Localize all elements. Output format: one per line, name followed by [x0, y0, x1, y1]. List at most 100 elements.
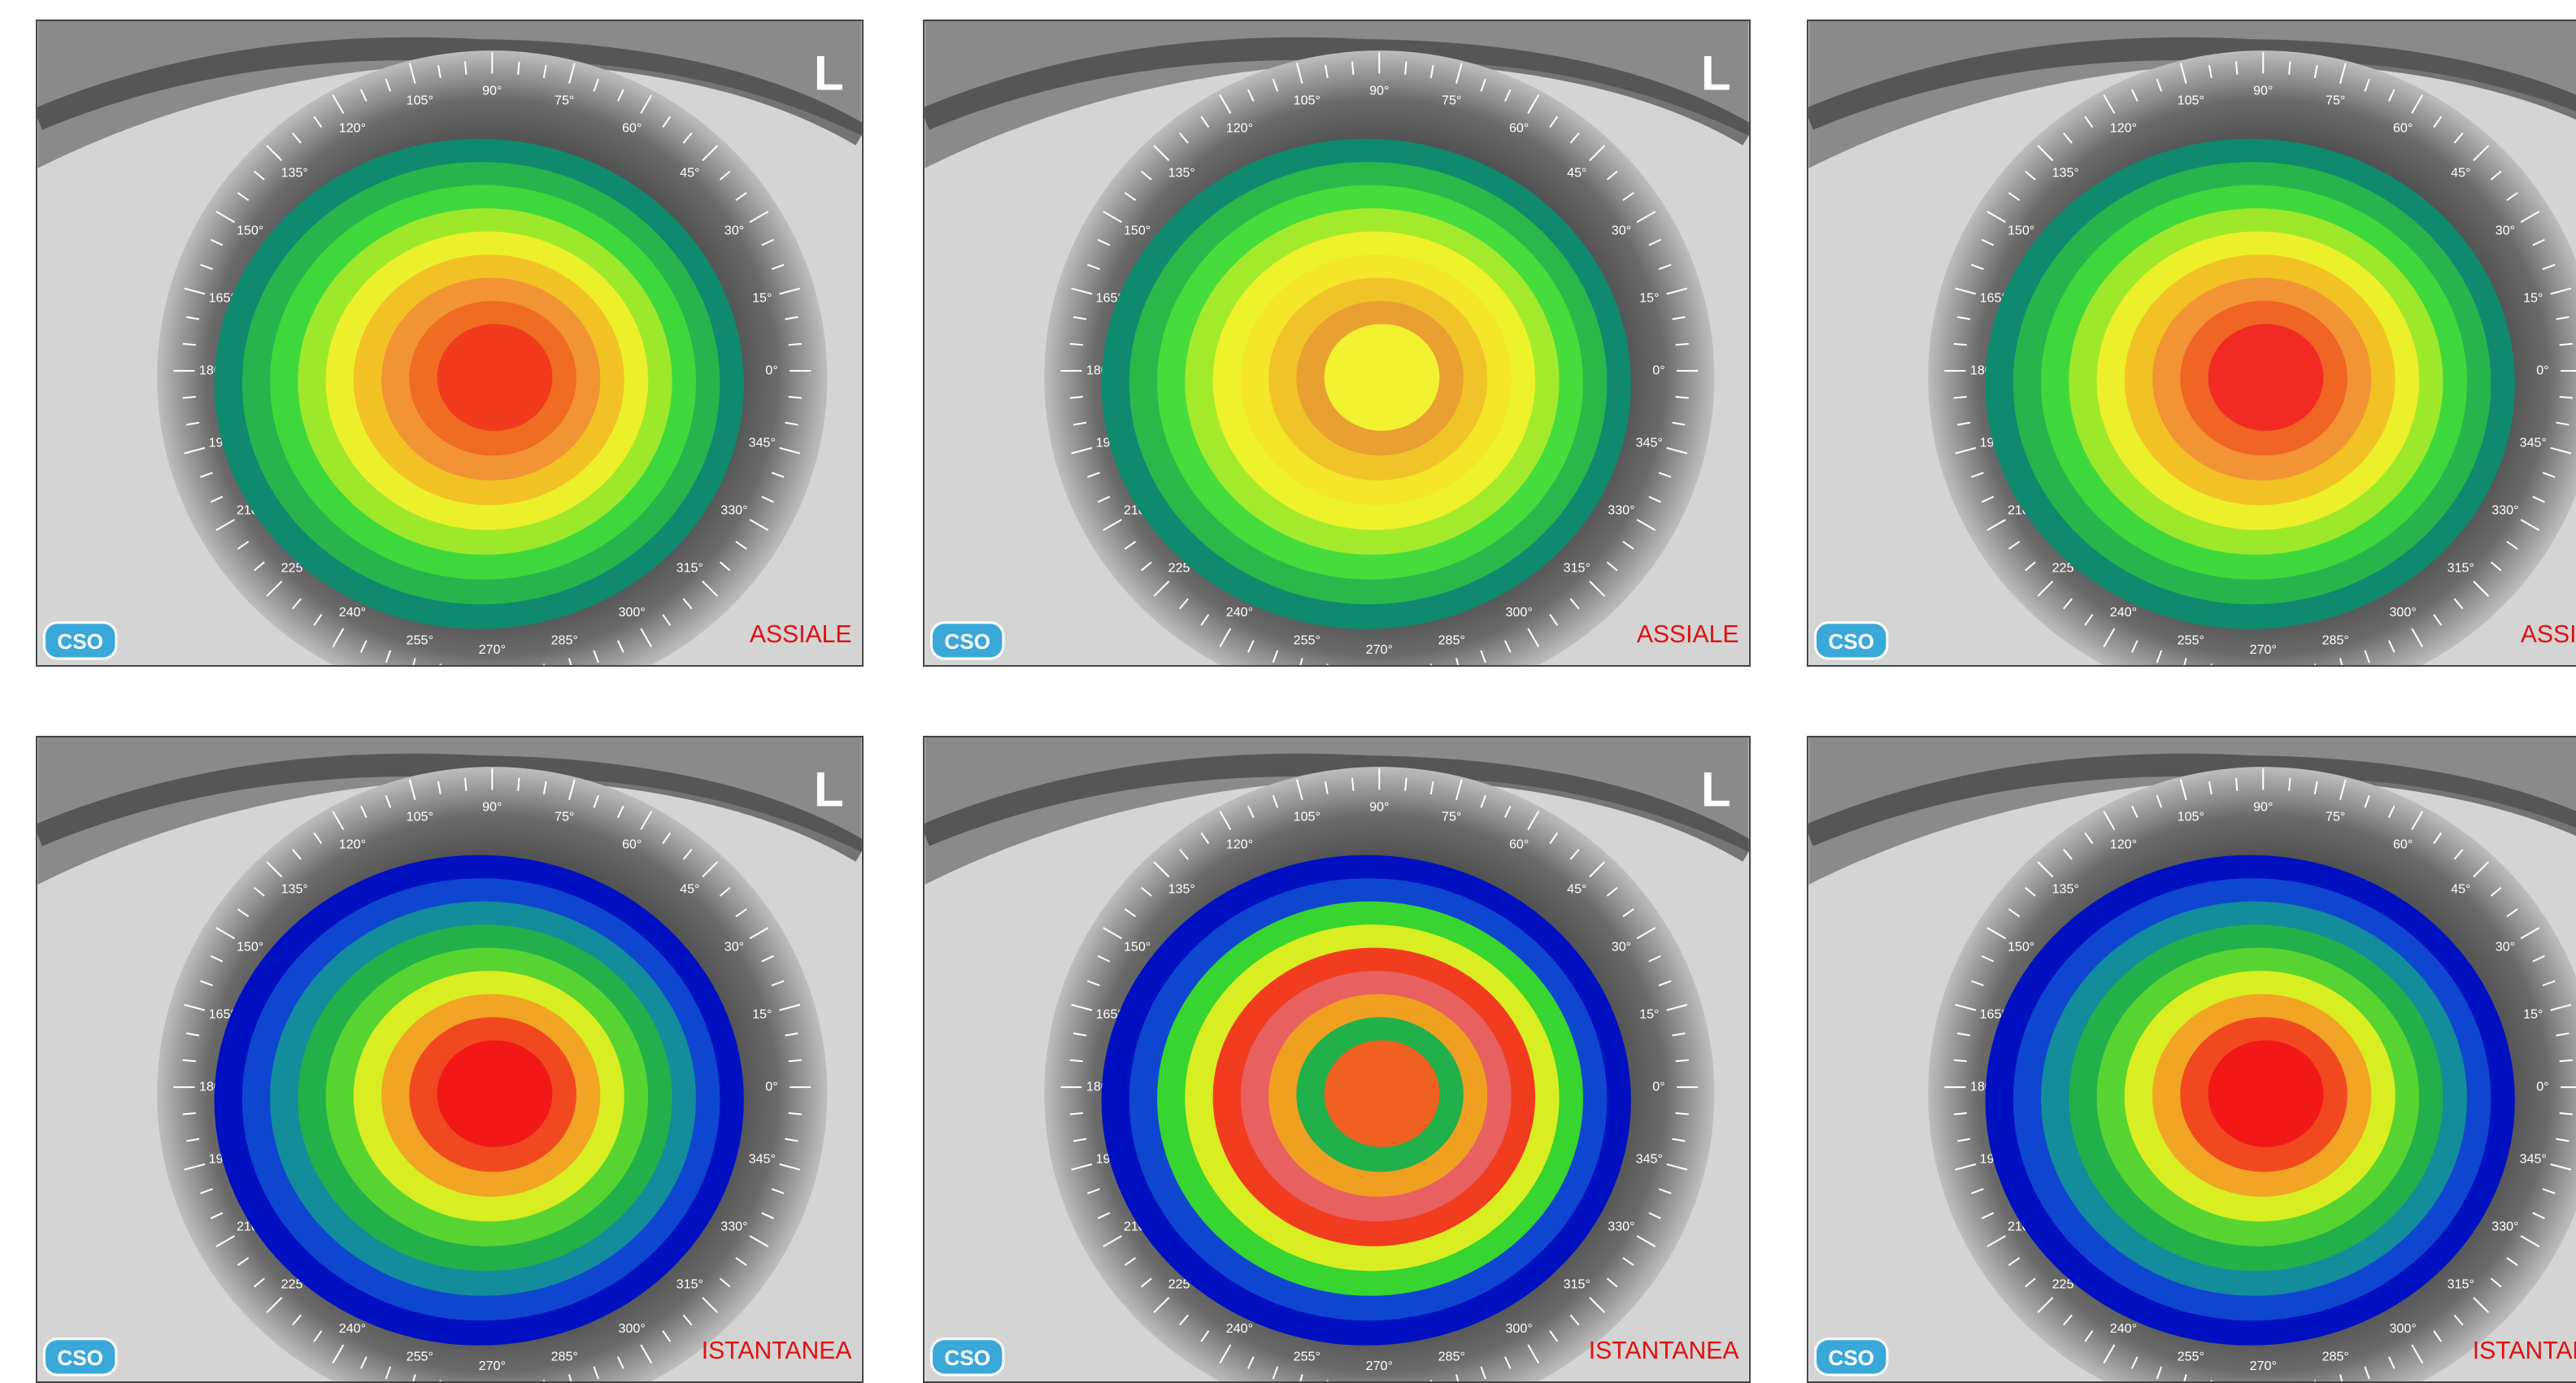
angle-label: 105°	[1294, 93, 1321, 107]
angle-label: 285°	[2322, 633, 2349, 647]
page: 0°15°30°45°60°75°90°105°120°135°150°165°…	[0, 0, 2576, 1372]
angle-label: 135°	[281, 881, 308, 896]
angle-label: 150°	[2008, 224, 2034, 238]
angle-label: 120°	[2110, 837, 2137, 852]
logo: CSO	[1828, 1346, 1874, 1370]
angle-label: 270°	[479, 1359, 506, 1373]
angle-label: 285°	[1438, 1349, 1465, 1363]
angle-label: 30°	[2496, 940, 2515, 955]
scale-tick	[1954, 1060, 1967, 1061]
map-label: ISTANTANEA	[1589, 1337, 1740, 1364]
map-label: ISTANTANEA	[702, 1337, 853, 1364]
angle-label: 45°	[2451, 165, 2470, 180]
topography-panel: 0°15°30°45°60°75°90°105°120°135°150°165°…	[923, 736, 1751, 1383]
scale-tick	[789, 1060, 802, 1061]
angle-label: 150°	[1124, 224, 1151, 238]
angle-label: 240°	[339, 605, 366, 620]
angle-label: 150°	[1124, 940, 1151, 955]
scale-tick	[1352, 62, 1353, 75]
map-label: ASSIALE	[750, 621, 852, 648]
scale-tick	[1070, 397, 1083, 398]
angle-label: 15°	[2523, 290, 2543, 305]
logo: CSO	[57, 1346, 103, 1370]
scale-tick	[1954, 344, 1967, 345]
angle-label: 300°	[618, 1321, 645, 1336]
angle-label: 285°	[551, 633, 578, 647]
angle-label: 240°	[339, 1321, 366, 1336]
scale-tick	[183, 1113, 196, 1114]
angle-label: 255°	[2178, 633, 2204, 647]
scale-tick	[1070, 1113, 1083, 1114]
scale-tick	[1676, 1113, 1689, 1114]
angle-label: 45°	[680, 165, 699, 180]
angle-label: 240°	[1226, 605, 1253, 620]
topography-zone	[1325, 1041, 1440, 1147]
angle-label: 300°	[618, 605, 645, 620]
scale-tick	[1676, 344, 1689, 345]
angle-label: 150°	[237, 940, 263, 955]
angle-label: 345°	[2520, 435, 2547, 450]
scale-tick	[2560, 344, 2573, 345]
angle-label: 105°	[407, 809, 433, 824]
eye-image: 0°15°30°45°60°75°90°105°120°135°150°165°…	[925, 737, 1749, 1381]
angle-label: 60°	[622, 837, 642, 852]
scale-tick	[2236, 62, 2237, 75]
angle-label: 45°	[2451, 881, 2470, 896]
angle-label: 135°	[1168, 881, 1195, 896]
scale-tick	[2560, 1113, 2573, 1114]
angle-label: 0°	[2536, 1079, 2548, 1094]
angle-label: 300°	[1505, 605, 1532, 620]
angle-label: 15°	[2523, 1007, 2543, 1021]
angle-label: 30°	[1612, 940, 1631, 955]
angle-label: 300°	[1505, 1321, 1532, 1336]
map-label: ASSIALE	[1637, 621, 1739, 648]
angle-label: 0°	[1652, 1079, 1664, 1094]
angle-label: 0°	[765, 363, 777, 377]
angle-label: 15°	[1639, 1007, 1659, 1021]
scale-tick	[2560, 397, 2573, 398]
scale-tick	[1676, 397, 1689, 398]
angle-label: 240°	[1226, 1321, 1253, 1336]
eye-side: L	[1701, 761, 1731, 816]
angle-label: 120°	[339, 837, 366, 852]
angle-label: 120°	[1226, 121, 1253, 136]
angle-label: 120°	[339, 121, 366, 136]
logo: CSO	[944, 629, 990, 654]
angle-label: 30°	[1612, 224, 1631, 238]
scale-tick	[183, 397, 196, 398]
scale-tick	[2289, 778, 2290, 791]
angle-label: 285°	[551, 1349, 578, 1363]
logo: CSO	[1828, 629, 1874, 654]
angle-label: 150°	[237, 224, 263, 238]
angle-label: 45°	[680, 881, 699, 896]
topography-zone	[437, 1041, 553, 1147]
angle-label: 60°	[1509, 121, 1529, 136]
scale-tick	[1070, 344, 1083, 345]
angle-label: 330°	[720, 502, 747, 517]
scale-tick	[183, 344, 196, 345]
angle-label: 90°	[1369, 800, 1389, 815]
angle-label: 330°	[1608, 502, 1634, 517]
angle-label: 75°	[555, 93, 574, 107]
topography-panel: 0°15°30°45°60°75°90°105°120°135°150°165°…	[36, 20, 864, 667]
angle-label: 90°	[482, 84, 502, 98]
angle-label: 240°	[2110, 1321, 2137, 1336]
angle-label: 15°	[1639, 290, 1659, 305]
angle-label: 315°	[1564, 560, 1590, 575]
scale-tick	[789, 344, 802, 345]
angle-label: 315°	[1564, 1276, 1590, 1291]
angle-label: 240°	[2110, 605, 2137, 620]
angle-label: 135°	[2052, 881, 2079, 896]
angle-label: 330°	[720, 1219, 747, 1233]
angle-label: 345°	[2520, 1151, 2547, 1166]
angle-label: 120°	[2110, 121, 2137, 136]
angle-label: 135°	[1168, 165, 1195, 180]
angle-label: 75°	[2326, 93, 2345, 107]
scale-tick	[1405, 62, 1406, 75]
angle-label: 90°	[482, 800, 502, 815]
angle-label: 270°	[1366, 642, 1393, 657]
angle-label: 270°	[479, 642, 506, 657]
angle-label: 0°	[2536, 363, 2548, 377]
scale-tick	[465, 778, 466, 791]
angle-label: 60°	[2393, 121, 2413, 136]
